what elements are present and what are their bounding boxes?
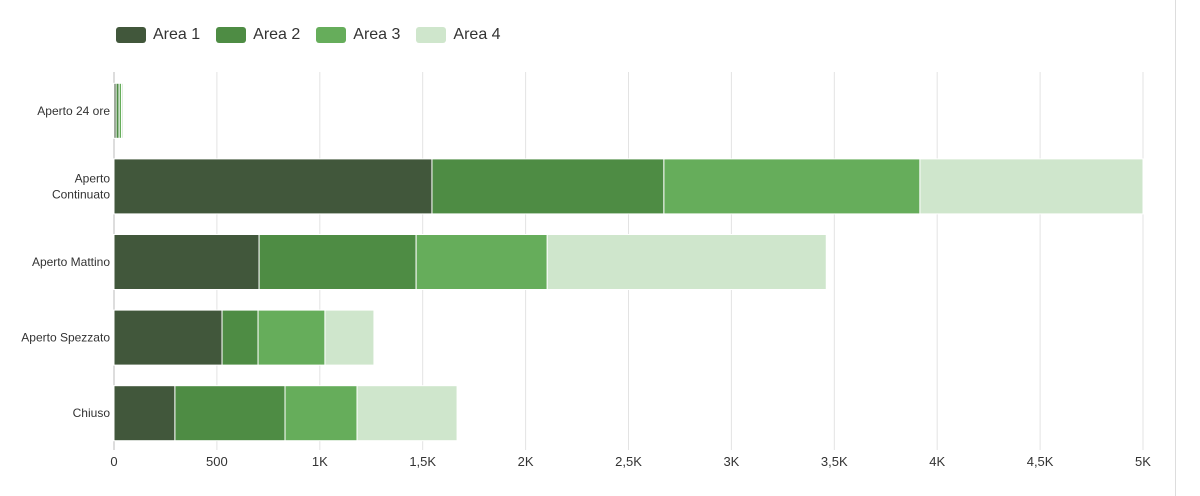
category-label: Aperto Continuato bbox=[52, 171, 110, 201]
bar-segment bbox=[356, 385, 458, 442]
category-label: Chiuso bbox=[73, 406, 111, 420]
x-tick-label: 500 bbox=[206, 454, 228, 469]
legend-swatch bbox=[216, 27, 247, 43]
legend-swatch bbox=[416, 27, 447, 43]
category-label-line: Aperto Spezzato bbox=[21, 331, 110, 345]
x-tick-label: 2K bbox=[518, 454, 534, 469]
bar-segment bbox=[324, 309, 375, 366]
bar-segment bbox=[174, 385, 286, 442]
x-tick-label: 4,5K bbox=[1027, 454, 1054, 469]
category-label: Aperto 24 ore bbox=[37, 104, 110, 118]
x-tick-label: 0 bbox=[110, 454, 117, 469]
legend-label: Area 2 bbox=[253, 26, 301, 43]
bar-segment bbox=[113, 385, 176, 442]
bar-segment bbox=[258, 234, 417, 290]
bar-segment bbox=[113, 309, 223, 366]
x-tick-label: 3K bbox=[723, 454, 739, 469]
legend-label: Area 1 bbox=[153, 26, 201, 43]
bar-segment bbox=[919, 158, 1144, 215]
x-tick-label: 1K bbox=[312, 454, 328, 469]
bar-segment bbox=[284, 385, 358, 442]
category-label-line: Continuato bbox=[52, 187, 110, 201]
x-tick-label: 3,5K bbox=[821, 454, 848, 469]
bar-segment bbox=[415, 234, 548, 290]
legend-swatch bbox=[116, 27, 146, 43]
bar-segment bbox=[113, 158, 433, 215]
legend-item[interactable]: Area 2 bbox=[216, 26, 300, 44]
x-tick-label: 2,5K bbox=[615, 454, 642, 469]
bar-segment bbox=[121, 82, 124, 139]
bar-segment bbox=[221, 309, 259, 366]
legend-label: Area 3 bbox=[353, 26, 401, 43]
category-label: Aperto Mattino bbox=[32, 255, 110, 269]
category-label-line: Aperto 24 ore bbox=[37, 104, 110, 118]
legend-item[interactable]: Area 1 bbox=[116, 26, 200, 44]
bar-segment bbox=[257, 309, 326, 366]
category-label-line: Aperto Mattino bbox=[32, 255, 110, 269]
x-tick-label: 1,5K bbox=[409, 454, 436, 469]
bar-segment bbox=[546, 234, 827, 290]
category-label-line: Aperto bbox=[75, 171, 111, 185]
legend-item[interactable]: Area 4 bbox=[416, 26, 501, 44]
x-tick-label: 5K bbox=[1135, 454, 1151, 469]
category-label: Aperto Spezzato bbox=[21, 331, 110, 345]
legend: Area 1 Area 2 Area 3 Area 4 bbox=[116, 26, 517, 44]
bar-segment bbox=[113, 234, 260, 290]
x-tick-label: 4K bbox=[929, 454, 945, 469]
legend-label: Area 4 bbox=[453, 26, 501, 43]
legend-swatch bbox=[316, 27, 347, 43]
category-label-line: Chiuso bbox=[73, 406, 111, 420]
bar-segment bbox=[663, 158, 921, 215]
bar-segment bbox=[431, 158, 665, 215]
panel-border bbox=[1175, 0, 1176, 496]
legend-item[interactable]: Area 3 bbox=[316, 26, 400, 44]
